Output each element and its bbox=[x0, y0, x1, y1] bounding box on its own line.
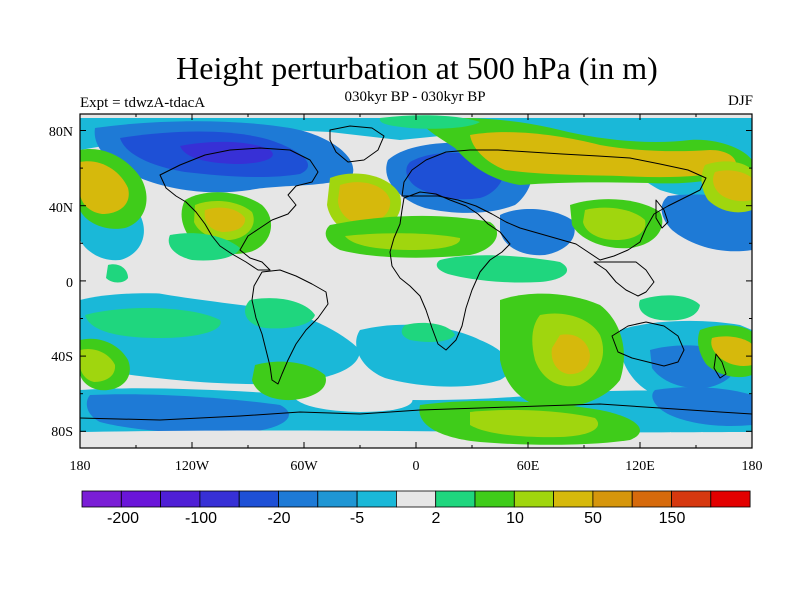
colorbar-swatch bbox=[395, 490, 437, 508]
colorbar-swatch bbox=[671, 490, 712, 508]
colorbar-swatch bbox=[553, 490, 594, 508]
colorbar-swatch bbox=[160, 490, 201, 508]
south-america-outline bbox=[251, 269, 329, 385]
colorbar-labels: -200 -100 -20 -5 2 10 50 150 bbox=[107, 510, 685, 527]
colorbar-label: 150 bbox=[659, 510, 686, 527]
colorbar bbox=[81, 490, 751, 508]
colorbar-swatch bbox=[356, 490, 397, 508]
x-tick-label: 60E bbox=[517, 459, 540, 474]
x-tick-label: 120E bbox=[625, 459, 655, 474]
colorbar-swatch bbox=[631, 490, 672, 508]
x-tick-label: 120W bbox=[175, 459, 210, 474]
coastlines bbox=[80, 125, 752, 421]
chart-subtitle: 030kyr BP - 030kyr BP bbox=[344, 89, 486, 105]
chart-title: Height perturbation at 500 hPa (in m) bbox=[176, 50, 658, 86]
colorbar-swatch bbox=[278, 490, 319, 508]
australia-outline bbox=[611, 321, 685, 367]
north-america-outline bbox=[159, 147, 319, 271]
colorbar-swatch bbox=[120, 490, 162, 508]
africa-outline bbox=[389, 191, 511, 351]
colorbar-label: 50 bbox=[584, 510, 602, 527]
new-zealand-outline bbox=[713, 353, 727, 379]
y-tick-label: 40S bbox=[51, 350, 73, 365]
colorbar-swatch bbox=[199, 490, 240, 508]
antarctica-outline bbox=[80, 403, 752, 421]
colorbar-swatch bbox=[513, 490, 554, 508]
map-panel bbox=[80, 114, 752, 448]
y-axis-labels: 80N 40N 0 40S 80S bbox=[49, 125, 73, 440]
greenland-outline bbox=[329, 125, 385, 163]
colorbar-label: -20 bbox=[267, 510, 290, 527]
x-tick-label: 0 bbox=[413, 459, 420, 474]
colorbar-swatch bbox=[435, 490, 476, 508]
colorbar-swatch bbox=[474, 490, 515, 508]
y-tick-label: 80S bbox=[51, 425, 73, 440]
x-tick-label: 180 bbox=[742, 459, 763, 474]
y-tick-label: 0 bbox=[66, 276, 73, 291]
colorbar-swatch bbox=[710, 490, 751, 508]
colorbar-label: -200 bbox=[107, 510, 139, 527]
axis-ticks bbox=[79, 114, 753, 448]
colorbar-swatch bbox=[592, 490, 633, 508]
colorbar-label: -5 bbox=[350, 510, 364, 527]
eurasia-outline bbox=[401, 149, 707, 261]
x-tick-label: 60W bbox=[290, 459, 318, 474]
colorbar-label: 2 bbox=[432, 510, 441, 527]
maritime-continent-outline bbox=[593, 261, 655, 297]
season-label: DJF bbox=[727, 93, 753, 109]
colorbar-label: -100 bbox=[185, 510, 217, 527]
colorbar-swatch bbox=[317, 490, 358, 508]
japan-outline bbox=[655, 199, 669, 229]
y-tick-label: 80N bbox=[49, 125, 73, 140]
colorbar-swatch bbox=[238, 490, 279, 508]
y-tick-label: 40N bbox=[49, 201, 73, 216]
experiment-label: Expt = tdwzA-tdacA bbox=[80, 95, 206, 111]
colorbar-label: 10 bbox=[506, 510, 524, 527]
x-axis-labels: 180 120W 60W 0 60E 120E 180 bbox=[70, 459, 763, 474]
colorbar-swatch bbox=[81, 490, 122, 508]
x-tick-label: 180 bbox=[70, 459, 91, 474]
